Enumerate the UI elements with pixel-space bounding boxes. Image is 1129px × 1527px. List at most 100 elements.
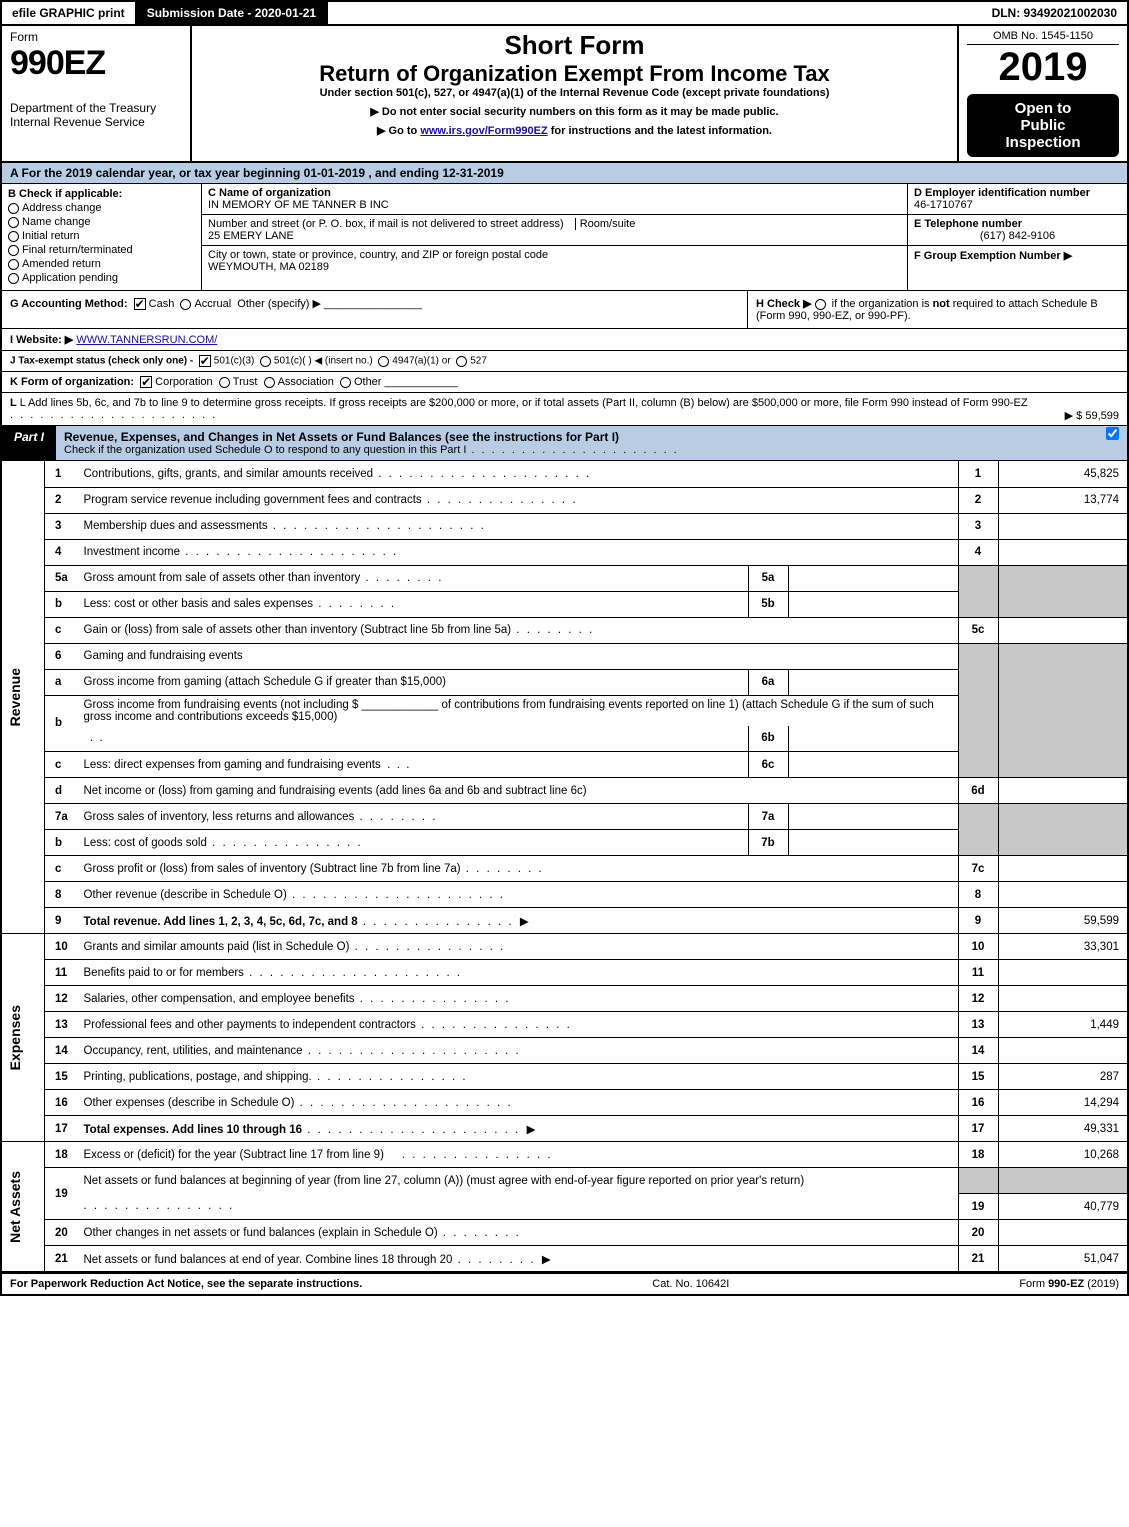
l12-desc: Salaries, other compensation, and employ… xyxy=(79,986,959,1012)
row-5c: c Gain or (loss) from sale of assets oth… xyxy=(1,617,1128,643)
chk-501c3[interactable] xyxy=(199,355,211,367)
l7c-desc: Gross profit or (loss) from sales of inv… xyxy=(79,856,959,882)
top-bar: efile GRAPHIC print Submission Date - 20… xyxy=(0,0,1129,24)
title-main: Return of Organization Exempt From Incom… xyxy=(200,61,949,87)
chk-name-change[interactable]: Name change xyxy=(8,216,195,228)
l8-num: 8 xyxy=(45,882,79,908)
k-trust: Trust xyxy=(233,376,258,388)
dln-number: DLN: 93492021002030 xyxy=(982,2,1127,24)
l5b-midnum: 5b xyxy=(748,591,788,617)
l6b-midval xyxy=(788,726,958,752)
irs-link[interactable]: www.irs.gov/Form990EZ xyxy=(420,125,547,137)
l7-rnum-shade xyxy=(958,804,998,856)
row-9: 9 Total revenue. Add lines 1, 2, 3, 4, 5… xyxy=(1,908,1128,934)
l1-rval: 45,825 xyxy=(998,461,1128,487)
subtitle: Under section 501(c), 527, or 4947(a)(1)… xyxy=(200,87,949,99)
l6-rnum-shade xyxy=(958,643,998,778)
h-not: not xyxy=(933,298,950,310)
row-3: 3 Membership dues and assessments 3 xyxy=(1,513,1128,539)
l5c-rnum: 5c xyxy=(958,617,998,643)
chk-other[interactable] xyxy=(340,377,351,388)
row-15: 15 Printing, publications, postage, and … xyxy=(1,1064,1128,1090)
l2-rval: 13,774 xyxy=(998,487,1128,513)
col-b: B Check if applicable: Address change Na… xyxy=(2,184,202,291)
c-city-label: City or town, state or province, country… xyxy=(208,249,548,261)
c-city-block: City or town, state or province, country… xyxy=(202,246,907,290)
l6d-rval xyxy=(998,778,1128,804)
submission-date: Submission Date - 2020-01-21 xyxy=(137,2,328,24)
l5b-desc: Less: cost or other basis and sales expe… xyxy=(79,591,749,617)
chk-address-change[interactable]: Address change xyxy=(8,202,195,214)
l19-rnum-shade xyxy=(958,1168,998,1194)
chk-trust[interactable] xyxy=(219,377,230,388)
part1-tab: Part I xyxy=(2,426,56,460)
l4-num: 4 xyxy=(45,539,79,565)
tax-year: 2019 xyxy=(967,45,1119,90)
chk-h[interactable] xyxy=(815,299,826,310)
k-other: Other xyxy=(354,376,382,388)
chk-initial-return[interactable]: Initial return xyxy=(8,230,195,242)
gh-grid: G Accounting Method: Cash Accrual Other … xyxy=(0,291,1129,329)
footer-left: For Paperwork Reduction Act Notice, see … xyxy=(10,1278,362,1290)
j-4947: 4947(a)(1) or xyxy=(392,356,450,367)
f-group-block: F Group Exemption Number ▶ xyxy=(908,246,1127,290)
l10-rnum: 10 xyxy=(958,934,998,960)
row-18: Net Assets 18 Excess or (deficit) for th… xyxy=(1,1142,1128,1168)
chk-corporation[interactable] xyxy=(140,376,152,388)
g-accrual: Accrual xyxy=(194,298,231,310)
dept-treasury: Department of the Treasury xyxy=(10,101,182,115)
l11-desc: Benefits paid to or for members xyxy=(79,960,959,986)
l16-desc: Other expenses (describe in Schedule O) xyxy=(79,1090,959,1116)
part1-title-block: Revenue, Expenses, and Changes in Net As… xyxy=(56,426,1097,460)
l1-rnum: 1 xyxy=(958,461,998,487)
part1-schedule-o-checkbox[interactable] xyxy=(1106,427,1119,440)
chk-cash[interactable] xyxy=(134,298,146,310)
row-12: 12 Salaries, other compensation, and emp… xyxy=(1,986,1128,1012)
l9-desc: Total revenue. Add lines 1, 2, 3, 4, 5c,… xyxy=(79,908,959,934)
col-c: C Name of organization IN MEMORY OF ME T… xyxy=(202,184,907,291)
l18-rnum: 18 xyxy=(958,1142,998,1168)
chk-association[interactable] xyxy=(264,377,275,388)
note-ssn: ▶ Do not enter social security numbers o… xyxy=(200,105,949,118)
l11-rnum: 11 xyxy=(958,960,998,986)
note2-pre: ▶ Go to xyxy=(377,125,420,137)
l12-rval xyxy=(998,986,1128,1012)
row-14: 14 Occupancy, rent, utilities, and maint… xyxy=(1,1038,1128,1064)
col-b-header: B Check if applicable: xyxy=(8,188,195,200)
part1-header: Part I Revenue, Expenses, and Changes in… xyxy=(0,426,1129,461)
g-accounting: G Accounting Method: Cash Accrual Other … xyxy=(2,291,747,328)
efile-print-button[interactable]: efile GRAPHIC print xyxy=(2,2,137,24)
l13-desc: Professional fees and other payments to … xyxy=(79,1012,959,1038)
l3-desc: Membership dues and assessments xyxy=(79,513,959,539)
l21-desc: Net assets or fund balances at end of ye… xyxy=(79,1246,959,1272)
row-7c: c Gross profit or (loss) from sales of i… xyxy=(1,856,1128,882)
chk-amended-return[interactable]: Amended return xyxy=(8,258,195,270)
chk-501c[interactable] xyxy=(260,356,271,367)
l17-desc: Total expenses. Add lines 10 through 16 … xyxy=(79,1116,959,1142)
chk-final-return[interactable]: Final return/terminated xyxy=(8,244,195,256)
website-link[interactable]: WWW.TANNERSRUN.COM/ xyxy=(76,334,217,346)
chk-4947[interactable] xyxy=(378,356,389,367)
j-501c3: 501(c)(3) xyxy=(214,356,255,367)
c-addr-val: 25 EMERY LANE xyxy=(208,230,294,242)
row-l-gross-receipts: L L Add lines 5b, 6c, and 7b to line 9 t… xyxy=(0,393,1129,426)
l5c-num: c xyxy=(45,617,79,643)
chk-527[interactable] xyxy=(456,356,467,367)
l15-num: 15 xyxy=(45,1064,79,1090)
chk-accrual[interactable] xyxy=(180,299,191,310)
l2-rnum: 2 xyxy=(958,487,998,513)
part1-sub: Check if the organization used Schedule … xyxy=(64,444,1089,456)
l5c-desc: Gain or (loss) from sale of assets other… xyxy=(79,617,959,643)
k-assoc: Association xyxy=(278,376,334,388)
header-right: OMB No. 1545-1150 2019 Open to Public In… xyxy=(957,26,1127,161)
chk-application-pending[interactable]: Application pending xyxy=(8,272,195,284)
l16-rnum: 16 xyxy=(958,1090,998,1116)
l16-num: 16 xyxy=(45,1090,79,1116)
l-amount: ▶ $ 59,599 xyxy=(1065,409,1119,422)
title-short-form: Short Form xyxy=(200,30,949,61)
h-txt: if the organization is xyxy=(832,298,933,310)
row-1: Revenue 1 Contributions, gifts, grants, … xyxy=(1,461,1128,487)
l15-desc: Printing, publications, postage, and shi… xyxy=(79,1064,959,1090)
l1-desc: Contributions, gifts, grants, and simila… xyxy=(79,461,959,487)
open1: Open to xyxy=(971,100,1115,117)
